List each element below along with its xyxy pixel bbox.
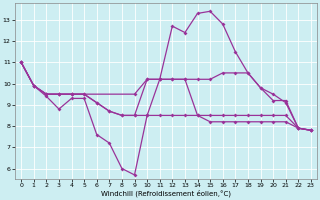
X-axis label: Windchill (Refroidissement éolien,°C): Windchill (Refroidissement éolien,°C) [101,190,231,197]
